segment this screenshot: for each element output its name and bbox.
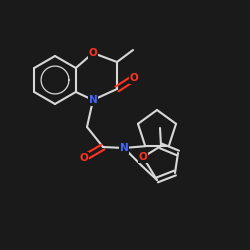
Text: O: O [130, 73, 138, 83]
Text: O: O [88, 48, 98, 58]
Text: O: O [138, 152, 147, 162]
Text: N: N [120, 143, 128, 153]
Text: N: N [88, 95, 98, 105]
Text: O: O [80, 153, 88, 163]
